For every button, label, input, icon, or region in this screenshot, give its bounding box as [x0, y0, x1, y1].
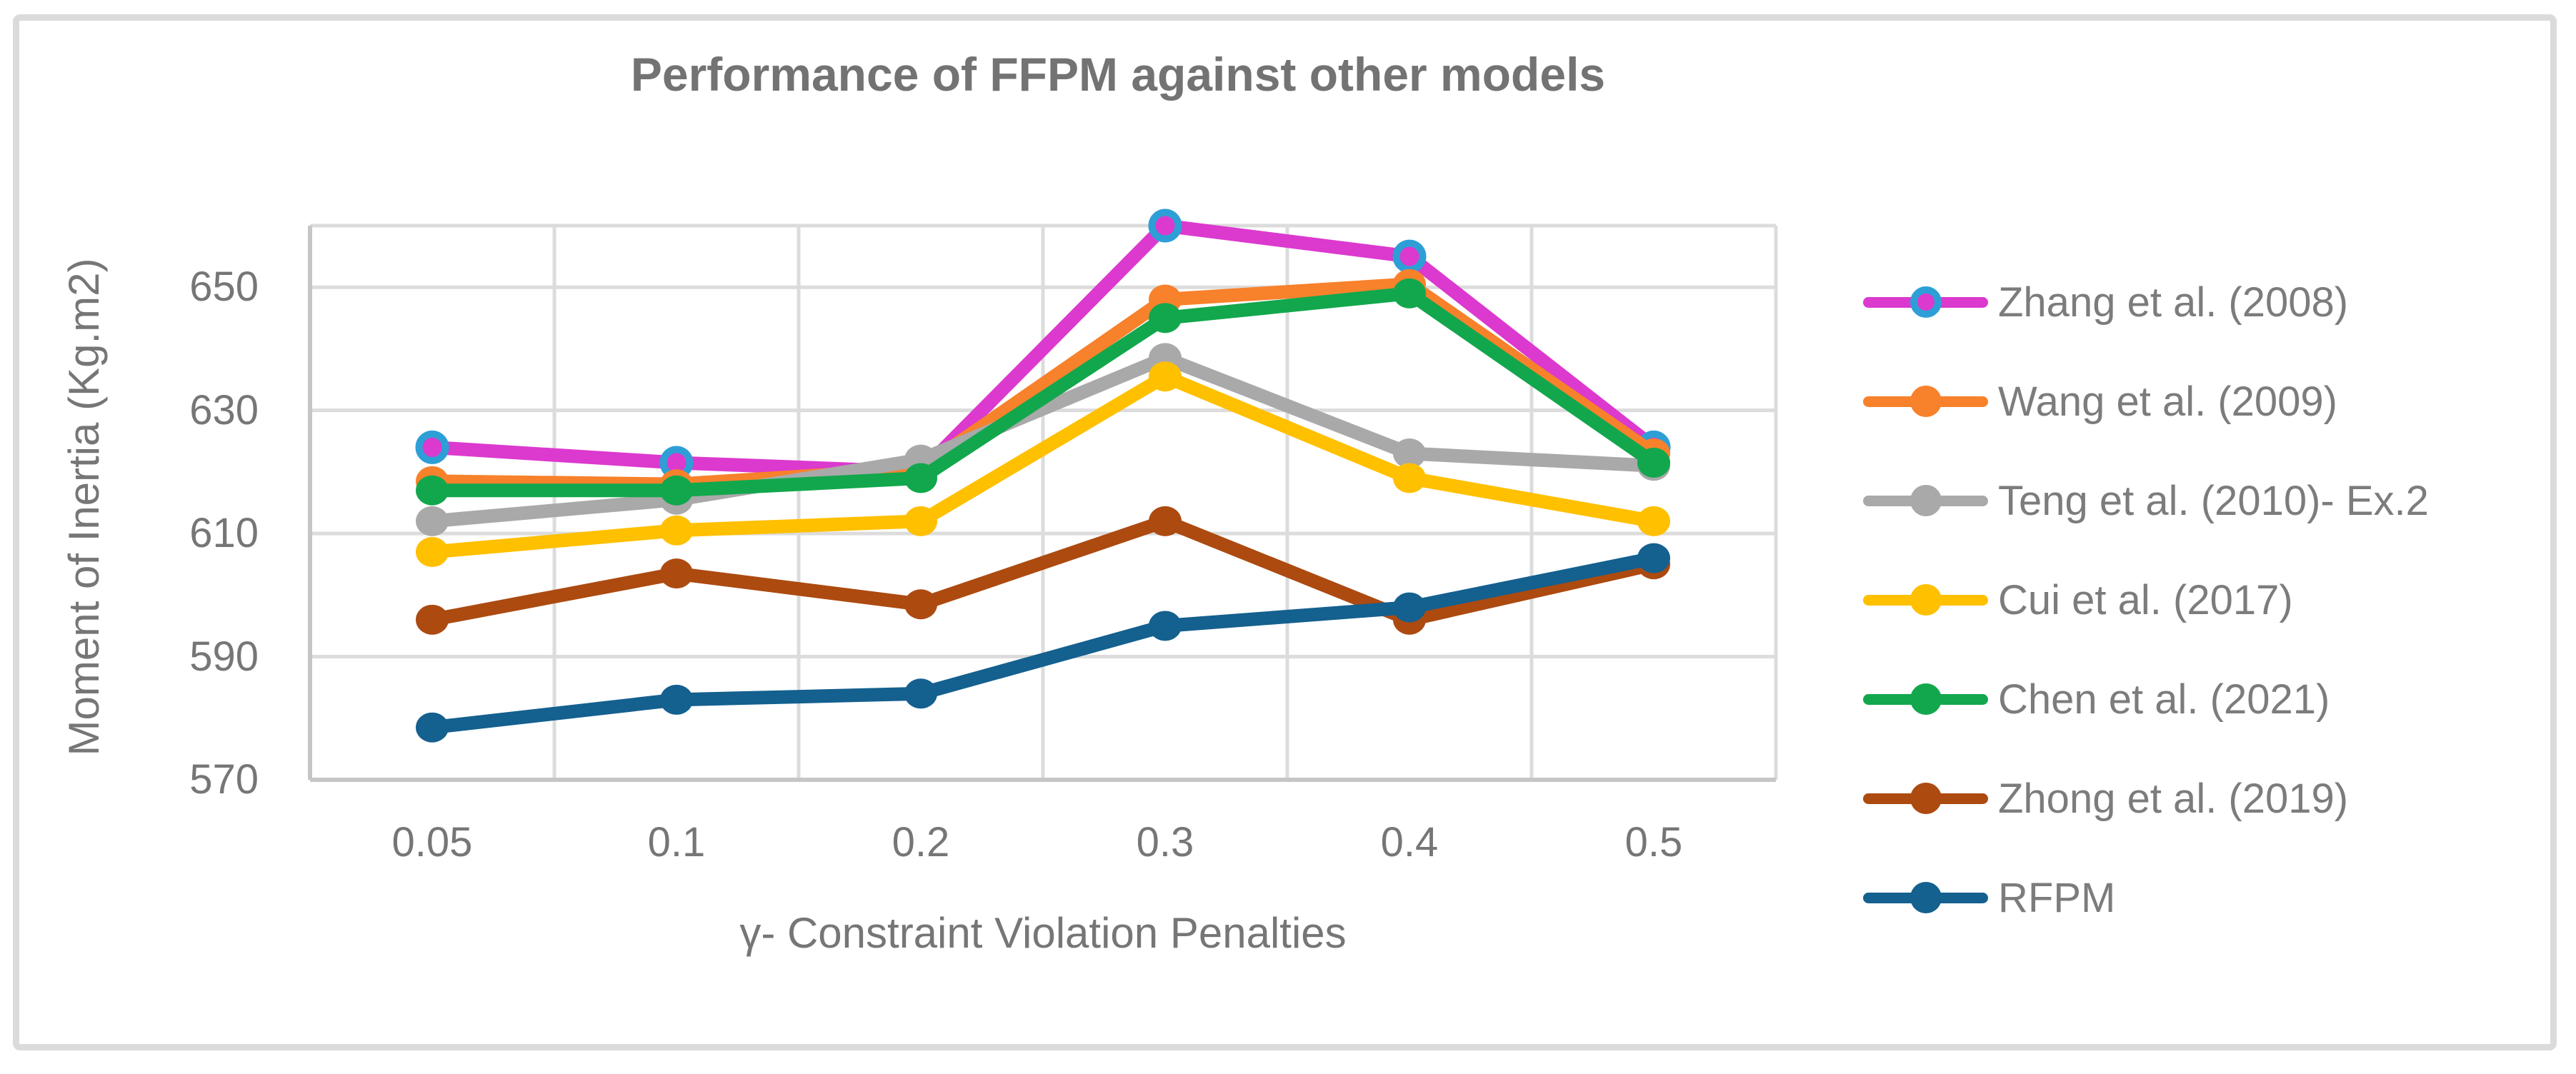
- data-point-0-3: [1148, 209, 1182, 243]
- data-point-3-2: [904, 506, 937, 536]
- data-point-4-5: [1637, 447, 1670, 478]
- data-point-6-0: [416, 712, 449, 743]
- legend-label: Wang et al. (2009): [1998, 378, 2337, 425]
- legend-marker-icon: [1863, 374, 1988, 428]
- x-tick-label-0.1: 0.1: [647, 819, 706, 865]
- data-point-0-0: [415, 430, 449, 464]
- legend-marker-icon: [1863, 771, 1988, 825]
- chart-title: Performance of FFPM against other models: [630, 48, 1606, 101]
- legend-marker-icon: [1863, 473, 1988, 528]
- data-point-0-4: [1392, 239, 1427, 273]
- y-tick-label-570: 570: [189, 756, 259, 803]
- x-tick-label-0.4: 0.4: [1380, 819, 1439, 865]
- legend-marker-icon: [1863, 672, 1988, 726]
- y-tick-label-610: 610: [189, 510, 259, 557]
- data-point-2-0: [416, 506, 449, 536]
- data-point-4-4: [1393, 278, 1426, 308]
- data-point-5-0: [416, 604, 449, 635]
- legend-label: Zhang et al. (2008): [1998, 278, 2349, 326]
- y-tick-label-630: 630: [189, 386, 259, 433]
- data-point-6-3: [1149, 611, 1182, 641]
- legend-marker-icon: [1863, 870, 1988, 925]
- x-tick-label-0.3: 0.3: [1136, 819, 1194, 865]
- series-line-4: [425, 286, 1661, 498]
- series-line-3: [425, 369, 1661, 559]
- legend-item-3: Cui et al. (2017): [1863, 573, 2293, 627]
- x-tick-label-0.5: 0.5: [1624, 819, 1683, 865]
- data-point-4-2: [904, 463, 937, 493]
- data-point-5-1: [660, 558, 693, 589]
- data-point-4-1: [660, 475, 693, 506]
- legend-item-4: Chen et al. (2021): [1863, 672, 2330, 726]
- y-tick-label-590: 590: [189, 633, 259, 680]
- x-tick-label-0.2: 0.2: [892, 819, 950, 865]
- y-tick-label-650: 650: [189, 264, 259, 311]
- legend-marker-icon: [1863, 573, 1988, 627]
- series-line-5: [425, 514, 1661, 627]
- series-line-2: [425, 351, 1661, 528]
- data-point-3-3: [1149, 361, 1182, 392]
- data-point-6-2: [904, 678, 937, 709]
- legend-item-1: Wang et al. (2009): [1863, 374, 2337, 428]
- legend-item-2: Teng et al. (2010)- Ex.2: [1863, 473, 2429, 528]
- x-axis-title: γ- Constraint Violation Penalties: [739, 909, 1347, 957]
- legend-label: Cui et al. (2017): [1998, 576, 2293, 623]
- data-point-5-3: [1149, 506, 1182, 536]
- data-point-3-5: [1637, 506, 1670, 536]
- series-line-0: [425, 219, 1661, 479]
- x-tick-label-0.05: 0.05: [391, 819, 473, 865]
- legend-item-5: Zhong et al. (2019): [1863, 771, 2348, 825]
- data-point-4-0: [416, 475, 449, 506]
- data-point-4-3: [1149, 303, 1182, 333]
- legend-label: Teng et al. (2010)- Ex.2: [1998, 477, 2429, 524]
- data-point-3-4: [1393, 463, 1426, 493]
- data-point-3-0: [416, 536, 449, 567]
- legend-marker-icon: [1863, 275, 1988, 329]
- legend-item-6: RFPM: [1863, 870, 2115, 925]
- data-point-6-5: [1637, 543, 1670, 573]
- data-point-2-4: [1393, 438, 1426, 469]
- legend-label: Chen et al. (2021): [1998, 676, 2330, 723]
- legend-label: RFPM: [1998, 874, 2116, 921]
- data-point-6-1: [660, 684, 693, 715]
- legend-item-0: Zhang et al. (2008): [1863, 275, 2348, 329]
- legend-label: Zhong et al. (2019): [1998, 775, 2349, 822]
- data-point-5-2: [904, 589, 937, 620]
- data-point-3-1: [660, 515, 693, 546]
- series-line-6: [425, 551, 1661, 735]
- y-axis-title: Moment of Inertia (Kg.m2): [60, 258, 108, 756]
- data-point-6-4: [1393, 592, 1426, 623]
